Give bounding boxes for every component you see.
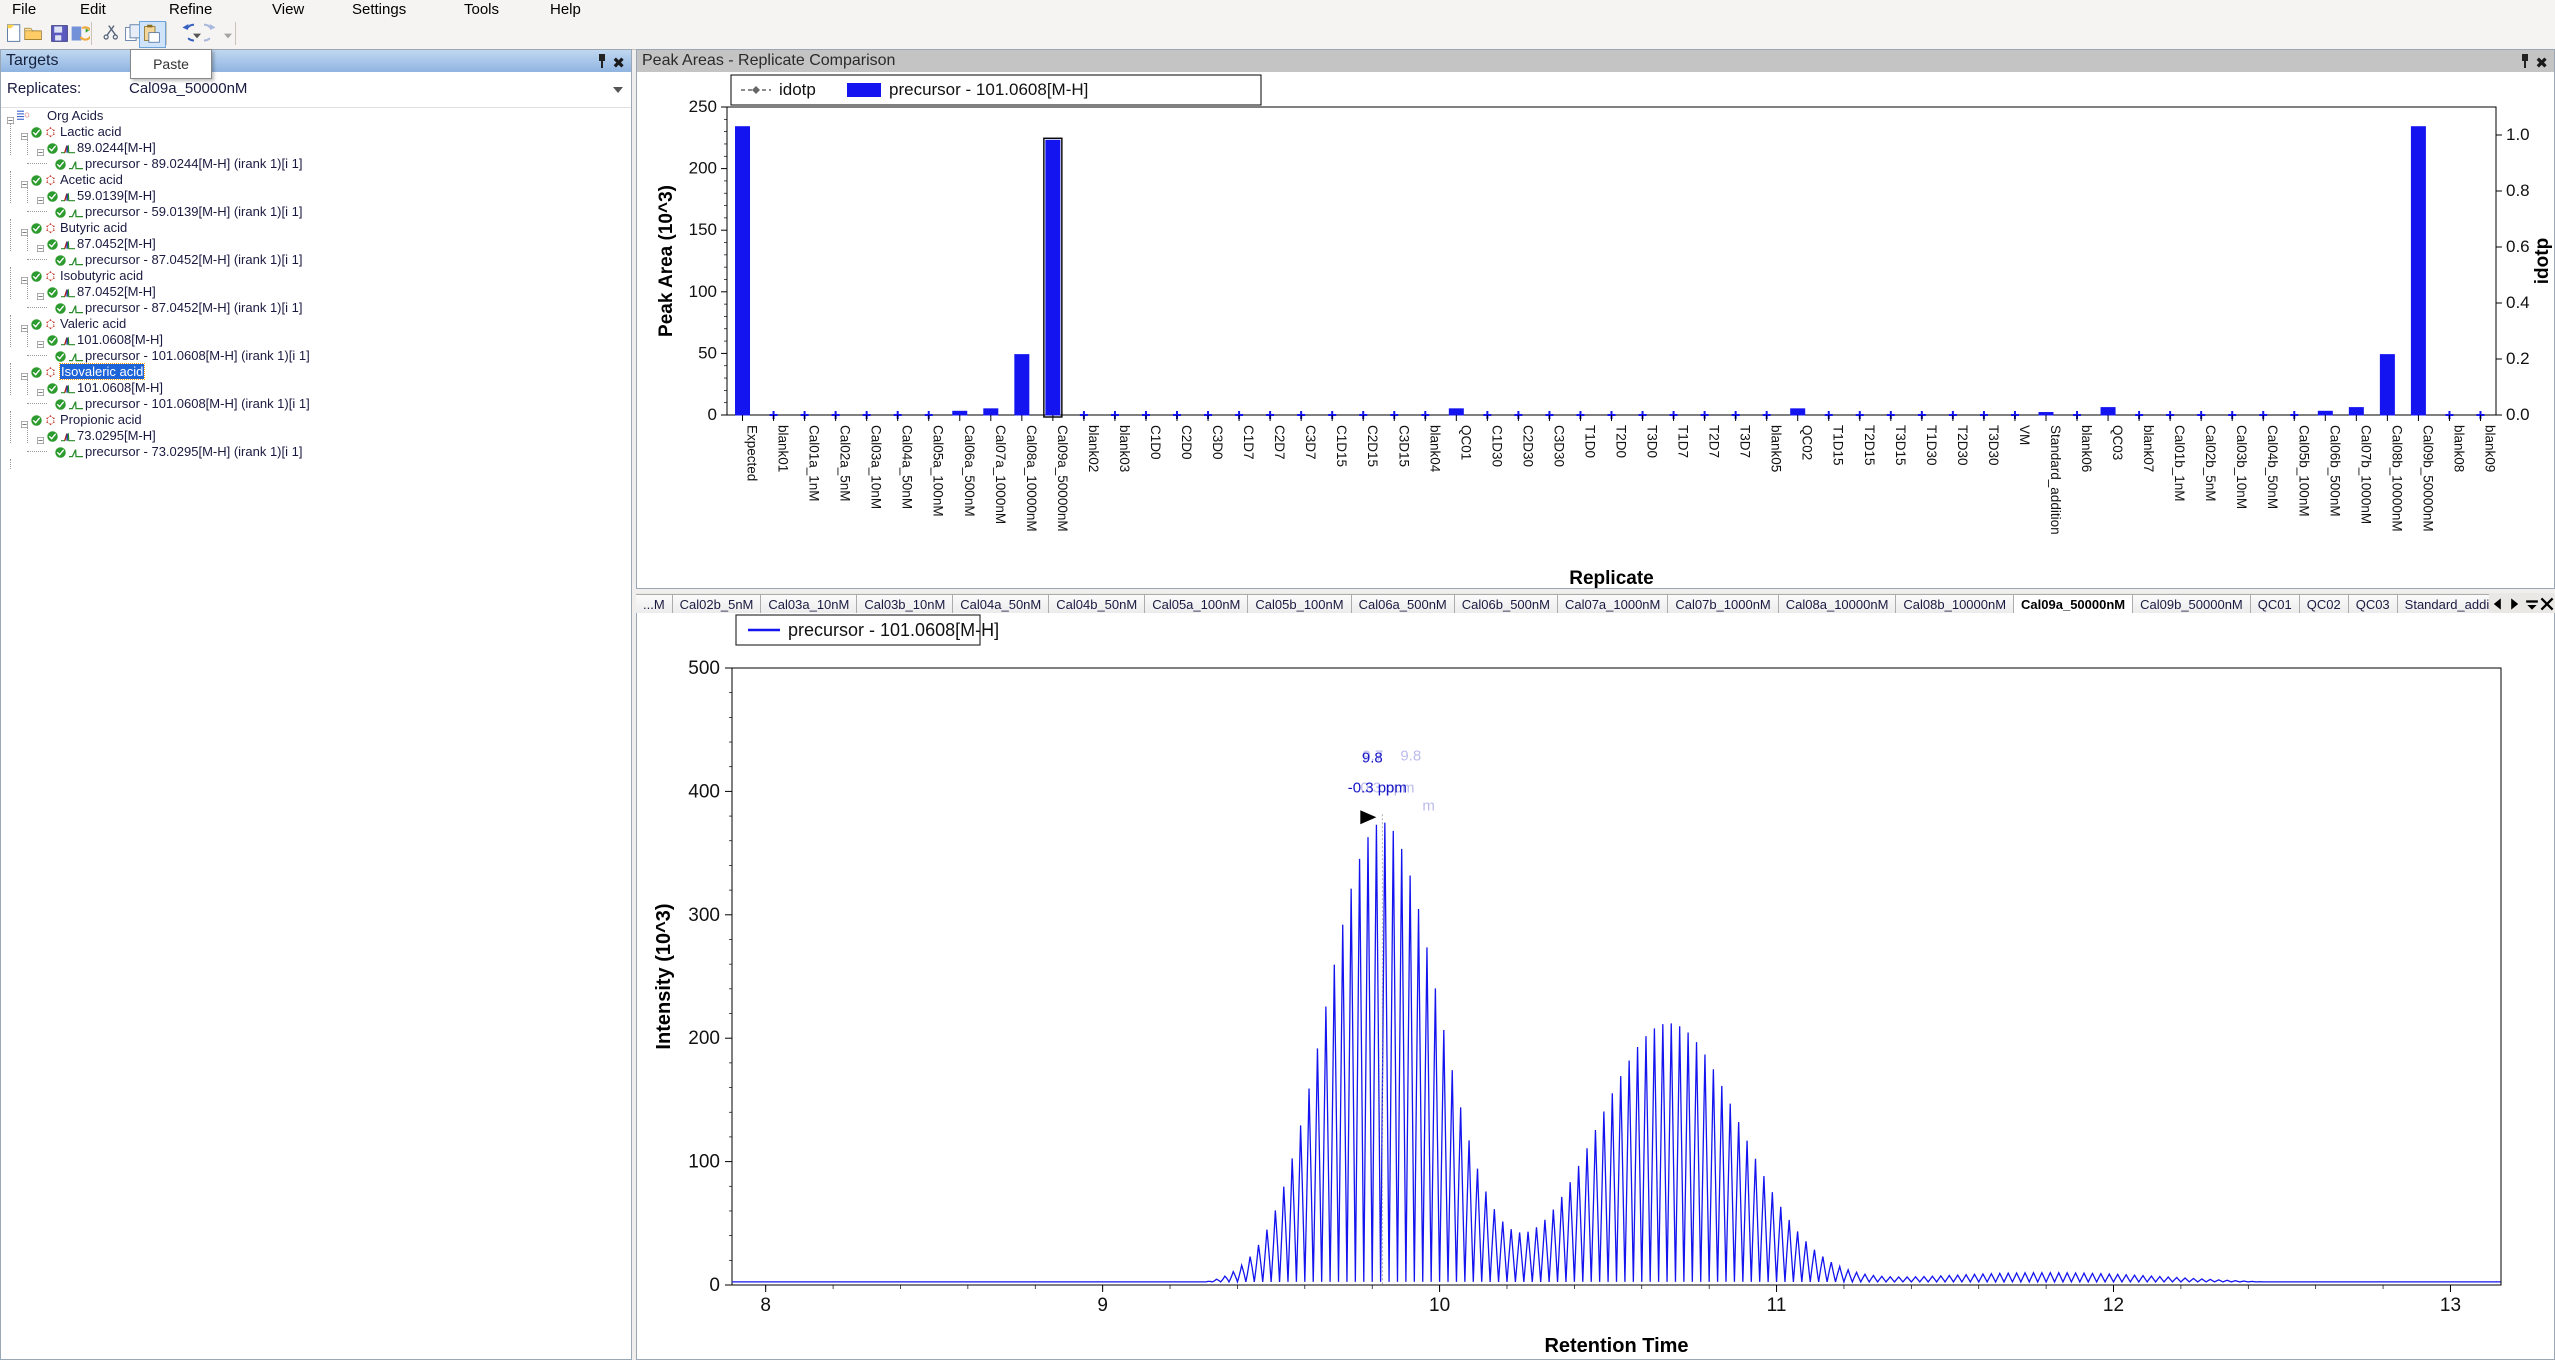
svg-text:QC03: QC03 <box>2110 425 2125 460</box>
svg-text:Cal03a_10nM: Cal03a_10nM <box>869 425 884 509</box>
svg-text:idotp: idotp <box>2532 238 2553 284</box>
svg-text:blank06: blank06 <box>2079 425 2094 472</box>
svg-text:QC02: QC02 <box>1800 425 1815 460</box>
svg-text:T3D0: T3D0 <box>1645 425 1660 458</box>
svg-text:150: 150 <box>689 220 717 239</box>
svg-text:T3D7: T3D7 <box>1738 425 1753 458</box>
svg-text:100: 100 <box>689 282 717 301</box>
svg-text:9.8: 9.8 <box>1362 749 1383 766</box>
svg-text:0.2: 0.2 <box>2506 349 2530 368</box>
svg-text:C1D7: C1D7 <box>1241 425 1256 460</box>
svg-text:T1D30: T1D30 <box>1924 425 1939 466</box>
svg-text:Cal04b_50nM: Cal04b_50nM <box>2265 425 2280 509</box>
svg-text:blank05: blank05 <box>1769 425 1784 472</box>
svg-text:C3D7: C3D7 <box>1303 425 1318 460</box>
svg-text:0.0: 0.0 <box>2506 405 2530 424</box>
svg-text:Retention Time: Retention Time <box>1544 1335 1688 1357</box>
svg-text:C3D0: C3D0 <box>1210 425 1225 460</box>
svg-text:blank02: blank02 <box>1086 425 1101 472</box>
svg-text:200: 200 <box>689 159 717 178</box>
svg-text:Cal08a_10000nM: Cal08a_10000nM <box>1024 425 1039 532</box>
svg-text:C2D7: C2D7 <box>1272 425 1287 460</box>
svg-text:C2D0: C2D0 <box>1179 425 1194 460</box>
svg-text:Cal04a_50nM: Cal04a_50nM <box>900 425 915 509</box>
svg-text:Cal02b_5nM: Cal02b_5nM <box>2203 425 2218 502</box>
svg-text:1.0: 1.0 <box>2506 125 2530 144</box>
svg-text:T1D15: T1D15 <box>1831 425 1846 466</box>
svg-text:T1D0: T1D0 <box>1582 425 1597 458</box>
svg-text:0: 0 <box>708 405 717 424</box>
svg-text:Cal09a_50000nM: Cal09a_50000nM <box>1055 425 1070 532</box>
svg-text:11: 11 <box>1767 1295 1787 1316</box>
svg-text:blank09: blank09 <box>2482 425 2497 472</box>
svg-text:Cal09b_50000nM: Cal09b_50000nM <box>2420 425 2435 532</box>
svg-text:C1D0: C1D0 <box>1148 425 1163 460</box>
svg-text:Cal05a_100nM: Cal05a_100nM <box>931 425 946 517</box>
svg-text:T3D15: T3D15 <box>1893 425 1908 466</box>
svg-text:200: 200 <box>688 1028 720 1049</box>
svg-text:blank04: blank04 <box>1427 425 1442 473</box>
svg-text:C2D15: C2D15 <box>1365 425 1380 467</box>
svg-text:0.6: 0.6 <box>2506 237 2530 256</box>
svg-text:250: 250 <box>689 97 717 116</box>
svg-text:idotp: idotp <box>779 80 816 99</box>
svg-text:C3D30: C3D30 <box>1551 425 1566 467</box>
svg-text:Standard_addition: Standard_addition <box>2048 425 2063 535</box>
svg-text:9: 9 <box>1097 1295 1108 1316</box>
svg-text:Cal07b_1000nM: Cal07b_1000nM <box>2358 425 2373 524</box>
svg-text:0.8: 0.8 <box>2506 181 2530 200</box>
svg-text:blank03: blank03 <box>1117 425 1132 472</box>
svg-text:T2D15: T2D15 <box>1862 425 1877 466</box>
svg-text:0.4: 0.4 <box>2506 293 2530 312</box>
svg-text:precursor - 101.0608[M-H]: precursor - 101.0608[M-H] <box>788 620 999 640</box>
svg-text:Cal03b_10nM: Cal03b_10nM <box>2234 425 2249 509</box>
svg-text:m: m <box>1422 797 1435 814</box>
svg-text:Replicate: Replicate <box>1569 568 1653 589</box>
svg-text:9.8: 9.8 <box>1400 747 1421 764</box>
svg-text:C3D15: C3D15 <box>1396 425 1411 467</box>
svg-text:Cal01b_1nM: Cal01b_1nM <box>2172 425 2187 502</box>
svg-text:300: 300 <box>688 905 720 926</box>
svg-text:VM: VM <box>2017 425 2032 445</box>
svg-text:50: 50 <box>698 343 717 362</box>
svg-text:blank07: blank07 <box>2141 425 2156 472</box>
svg-text:T2D30: T2D30 <box>1955 425 1970 466</box>
svg-text:T3D30: T3D30 <box>1986 425 2001 466</box>
svg-text:T1D7: T1D7 <box>1676 425 1691 458</box>
svg-text:blank01: blank01 <box>776 425 791 472</box>
svg-text:C1D30: C1D30 <box>1489 425 1504 467</box>
svg-text:T2D7: T2D7 <box>1707 425 1722 458</box>
svg-text:10: 10 <box>1429 1295 1450 1316</box>
svg-text:Expected: Expected <box>745 425 760 481</box>
svg-text:QC01: QC01 <box>1458 425 1473 460</box>
svg-text:0: 0 <box>709 1275 720 1296</box>
svg-text:8: 8 <box>760 1295 771 1316</box>
svg-text:Cal06b_500nM: Cal06b_500nM <box>2327 425 2342 517</box>
svg-text:Peak Area (10^3): Peak Area (10^3) <box>656 185 677 337</box>
svg-text:12: 12 <box>2103 1295 2124 1316</box>
svg-text:13: 13 <box>2440 1295 2461 1316</box>
svg-text:T2D0: T2D0 <box>1614 425 1629 458</box>
svg-text:500: 500 <box>688 658 720 679</box>
svg-text:Cal01a_1nM: Cal01a_1nM <box>807 425 822 502</box>
svg-text:C1D15: C1D15 <box>1334 425 1349 467</box>
svg-text:precursor - 101.0608[M-H]: precursor - 101.0608[M-H] <box>889 80 1088 99</box>
svg-text:Cal08b_10000nM: Cal08b_10000nM <box>2389 425 2404 532</box>
svg-text:Cal02a_5nM: Cal02a_5nM <box>838 425 853 502</box>
svg-text:C2D30: C2D30 <box>1520 425 1535 467</box>
svg-text:Cal07a_1000nM: Cal07a_1000nM <box>993 425 1008 524</box>
svg-text:blank08: blank08 <box>2451 425 2466 472</box>
svg-text:Cal05b_100nM: Cal05b_100nM <box>2296 425 2311 517</box>
svg-text:400: 400 <box>688 781 720 802</box>
svg-text:Cal06a_500nM: Cal06a_500nM <box>962 425 977 517</box>
svg-text:-0.3 ppm: -0.3 ppm <box>1348 779 1407 796</box>
svg-text:100: 100 <box>688 1152 720 1173</box>
svg-text:Intensity (10^3): Intensity (10^3) <box>653 903 675 1049</box>
